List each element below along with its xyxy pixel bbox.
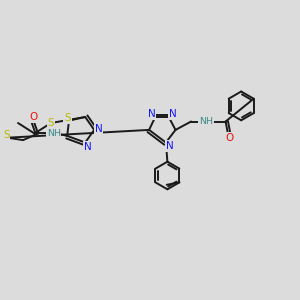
- Text: S: S: [48, 118, 54, 128]
- Text: N: N: [84, 142, 92, 152]
- Text: O: O: [29, 112, 38, 122]
- Text: N: N: [166, 141, 173, 151]
- Text: NH: NH: [47, 129, 61, 138]
- Text: O: O: [225, 133, 234, 143]
- Text: S: S: [3, 130, 10, 140]
- Text: S: S: [64, 113, 71, 123]
- Text: N: N: [169, 109, 176, 119]
- Text: NH: NH: [199, 117, 213, 126]
- Text: N: N: [94, 124, 102, 134]
- Text: N: N: [148, 109, 155, 119]
